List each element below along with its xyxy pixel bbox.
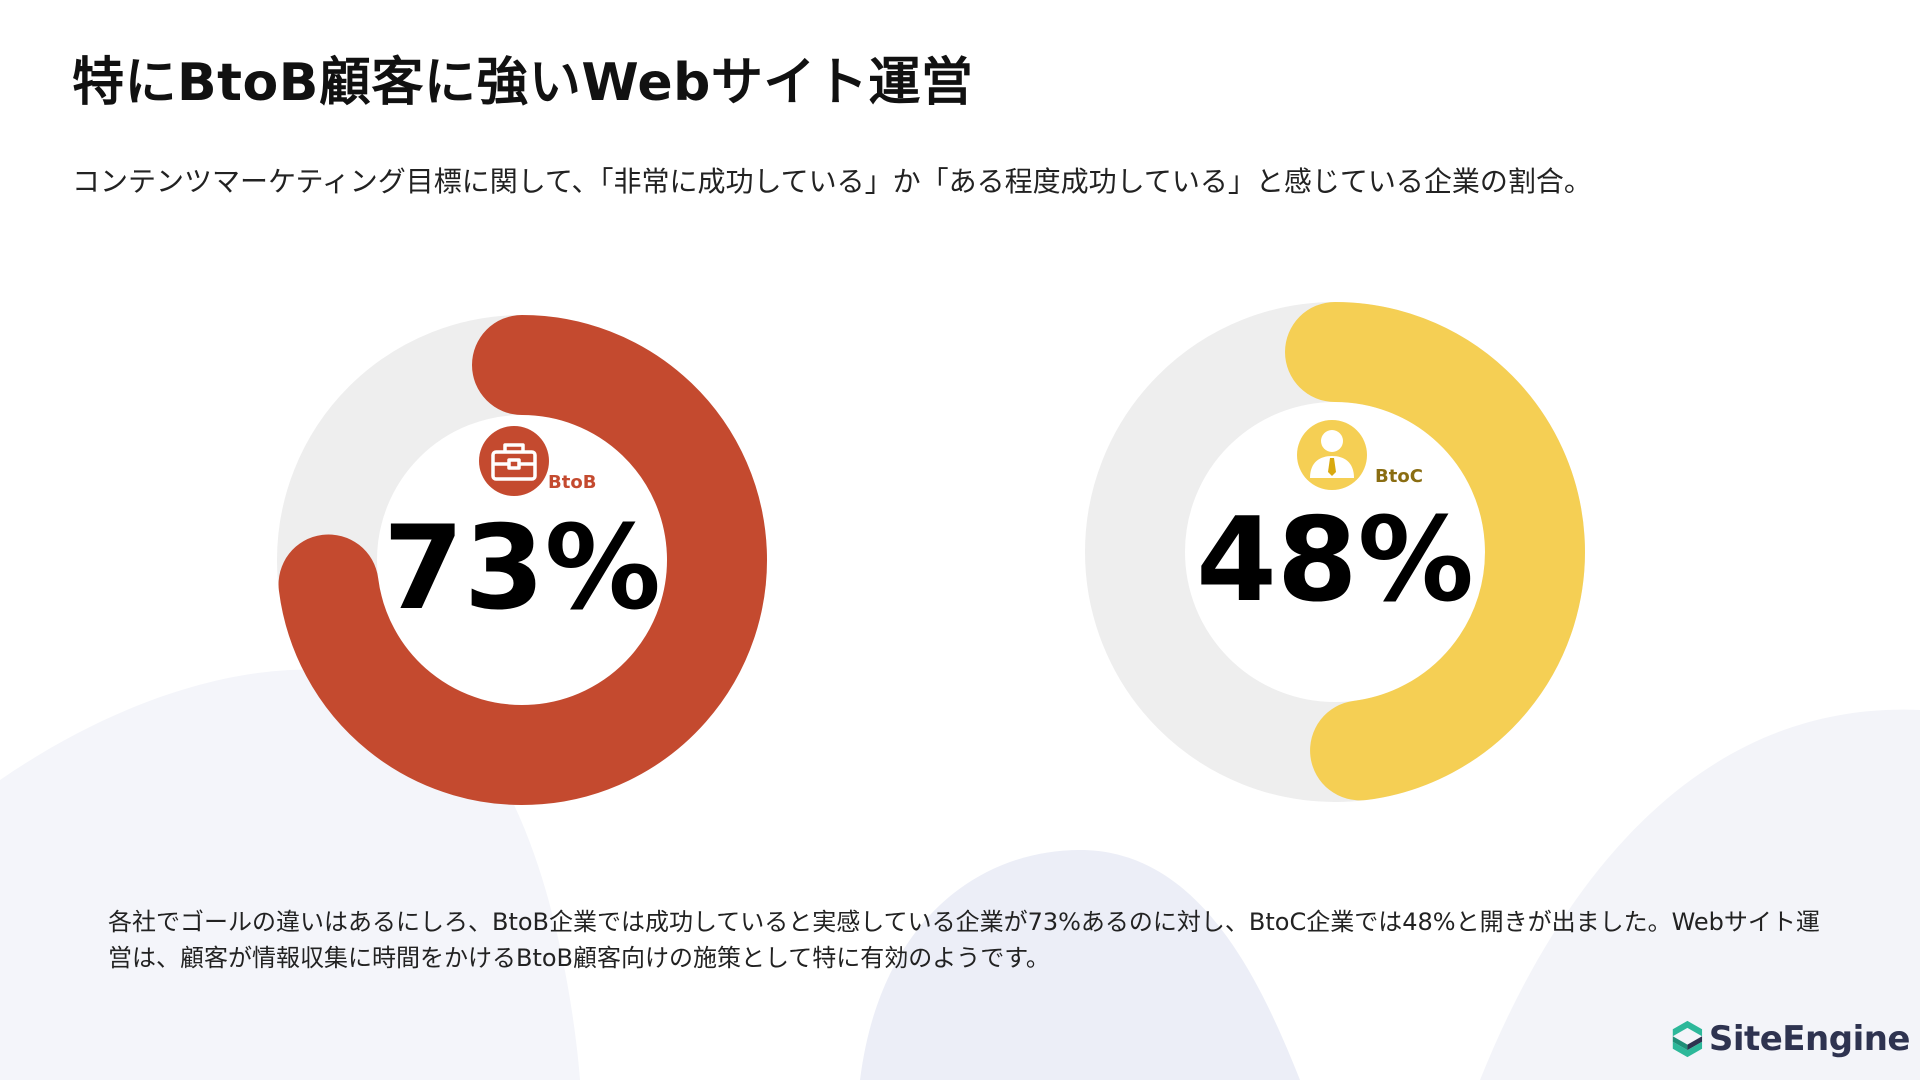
background-wave-center [860, 850, 1300, 1080]
siteengine-logo: SiteEngine [1670, 1008, 1911, 1070]
btoc-percentage: 48% [1196, 493, 1474, 628]
page-subtitle: コンテンツマーケティング目標に関して、「非常に成功している」か「ある程度成功して… [72, 165, 1592, 198]
btoc-label: BtoC [1375, 466, 1423, 487]
businessperson-icon [1310, 430, 1354, 478]
btob-percentage: 73% [383, 501, 661, 636]
donut-btob-arc [278, 315, 767, 805]
briefcase-icon [491, 443, 537, 481]
btob-badge: BtoB [479, 426, 596, 496]
summary-note: 各社でゴールの違いはあるにしろ、BtoB企業では成功していると実感している企業が… [108, 908, 1820, 972]
siteengine-logo-icon [1672, 1020, 1703, 1058]
btoc-badge: BtoC [1297, 420, 1423, 490]
btob-label: BtoB [548, 472, 596, 493]
page-title: 特にBtoB顧客に強いWebサイト運営 [72, 53, 974, 113]
siteengine-logo-text: SiteEngine [1708, 1019, 1911, 1059]
background-wave-right [1480, 709, 1920, 1080]
donut-btoc-arc [1285, 302, 1585, 801]
donut-btoc: BtoC 48% [1085, 302, 1585, 802]
donut-btob: BtoB 73% [277, 315, 767, 805]
